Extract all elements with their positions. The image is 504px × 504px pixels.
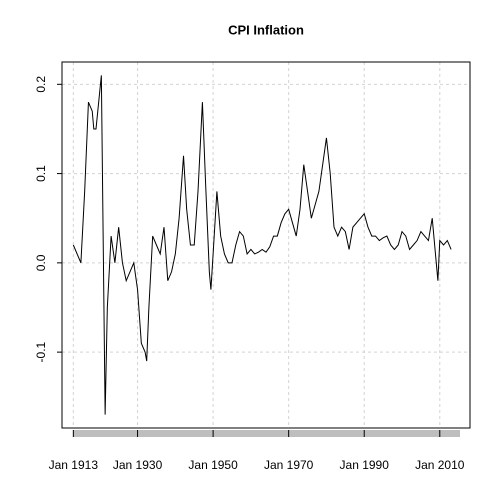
x-tick-label: Jan 1913 bbox=[49, 458, 99, 472]
x-tick-label: Jan 1970 bbox=[264, 458, 314, 472]
chart-title: CPI Inflation bbox=[228, 22, 304, 37]
time-band bbox=[73, 430, 460, 437]
x-tick-label: Jan 1950 bbox=[188, 458, 238, 472]
y-tick-label: 0.1 bbox=[34, 165, 48, 182]
y-tick-label: 0.0 bbox=[34, 254, 48, 271]
plot-frame bbox=[61, 61, 471, 429]
x-tick-label: Jan 1990 bbox=[340, 458, 390, 472]
y-tick-label: 0.2 bbox=[34, 76, 48, 93]
x-tick-label: Jan 1930 bbox=[113, 458, 163, 472]
y-tick-label: -0.1 bbox=[34, 341, 48, 362]
data-line bbox=[72, 75, 452, 415]
x-tick-label: Jan 2010 bbox=[415, 458, 465, 472]
